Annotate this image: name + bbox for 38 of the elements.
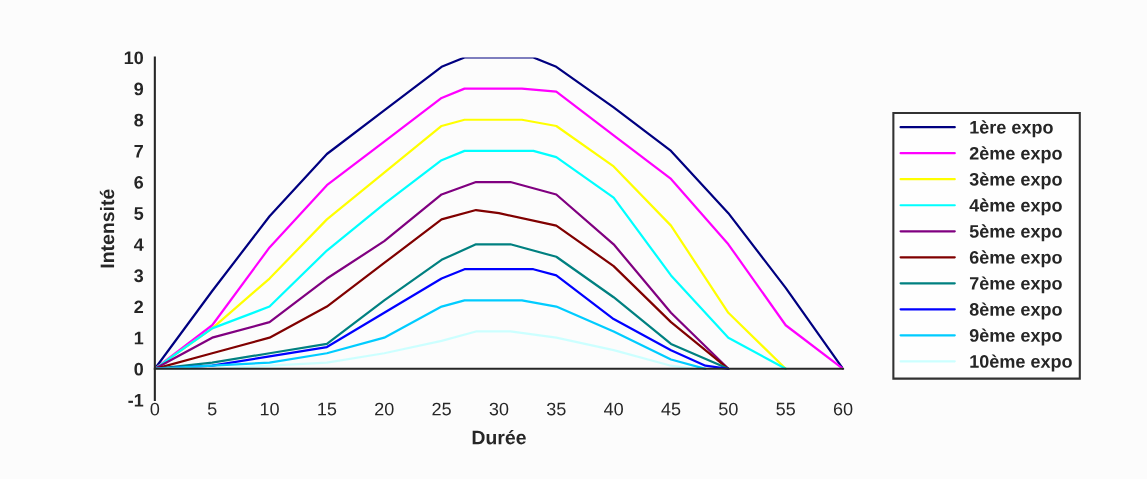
y-tick-label: 0 (134, 362, 143, 376)
y-tick-label: 6 (134, 175, 144, 189)
x-tick-label: 30 (489, 402, 509, 416)
x-tick-label: 20 (375, 402, 394, 416)
legend-label: 8ème expo (969, 302, 1062, 320)
y-tick-label: 2 (134, 300, 144, 314)
line-series (154, 243, 730, 370)
x-tick-label: 25 (432, 402, 451, 416)
y-tick-label: 8 (134, 113, 144, 127)
y-tick-label: 7 (134, 145, 143, 158)
x-tick-label: 40 (604, 402, 623, 416)
y-tick-label: 5 (134, 207, 144, 220)
legend-label: 5ème expo (969, 224, 1062, 242)
legend-label: 2ème expo (969, 146, 1062, 164)
x-tick-label: 5 (207, 402, 217, 416)
y-tick-label: 1 (134, 331, 144, 345)
y-axis-title: Intensité (99, 189, 115, 268)
legend-label: 6ème expo (969, 250, 1062, 268)
legend-label: 4ème expo (969, 198, 1062, 216)
x-tick-label: 55 (776, 402, 795, 416)
y-tick-label: 9 (134, 82, 144, 96)
x-tick-label: 35 (546, 402, 566, 416)
legend-label: 9ème expo (969, 328, 1062, 346)
x-tick-label: 60 (833, 402, 853, 416)
y-tick-label: 3 (134, 269, 144, 283)
x-tick-label: 15 (318, 402, 337, 416)
x-tick-label: 0 (150, 402, 160, 416)
legend-label: 10ème expo (970, 354, 1072, 372)
legend-label: 1ère expo (970, 120, 1053, 138)
x-tick-label: 50 (719, 402, 738, 416)
x-tick-label: 10 (260, 402, 279, 416)
x-tick-label: 45 (661, 402, 681, 416)
y-tick-label: -1 (128, 394, 144, 407)
legend-label: 3ème expo (969, 172, 1062, 190)
y-tick-label: 10 (124, 51, 143, 65)
x-axis-title: Durée (472, 429, 526, 445)
y-tick-label: 4 (133, 238, 144, 251)
legend-label: 7ème expo (969, 276, 1062, 294)
